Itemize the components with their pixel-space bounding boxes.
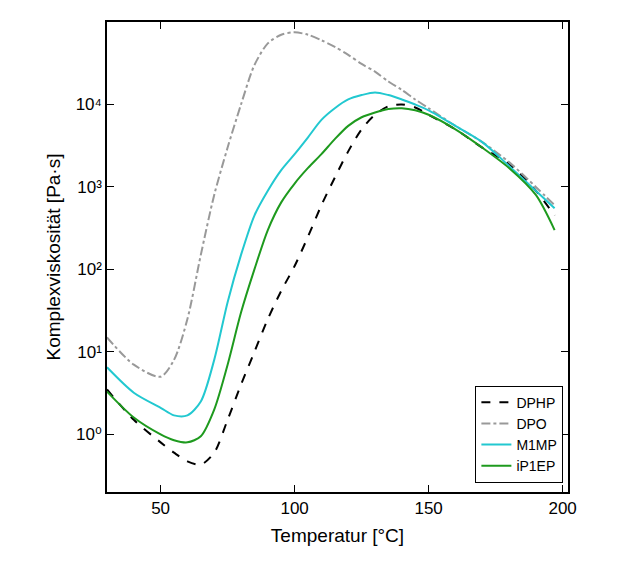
svg-text:Komplexviskosität [Pa·s]: Komplexviskosität [Pa·s]	[43, 154, 64, 361]
svg-text:200: 200	[548, 499, 576, 518]
svg-text:DPO: DPO	[516, 416, 546, 432]
svg-text:M1MP: M1MP	[516, 437, 556, 453]
svg-text:DPHP: DPHP	[516, 395, 555, 411]
svg-text:10³: 10³	[77, 178, 102, 197]
svg-text:10²: 10²	[77, 260, 102, 279]
svg-text:10⁰: 10⁰	[76, 425, 102, 444]
svg-text:Temperatur [°C]: Temperatur [°C]	[271, 525, 404, 546]
svg-text:100: 100	[280, 499, 308, 518]
svg-text:iP1EP: iP1EP	[516, 458, 555, 474]
svg-text:10⁴: 10⁴	[76, 95, 102, 114]
svg-text:10¹: 10¹	[77, 343, 102, 362]
svg-text:150: 150	[414, 499, 442, 518]
svg-text:50: 50	[151, 499, 170, 518]
